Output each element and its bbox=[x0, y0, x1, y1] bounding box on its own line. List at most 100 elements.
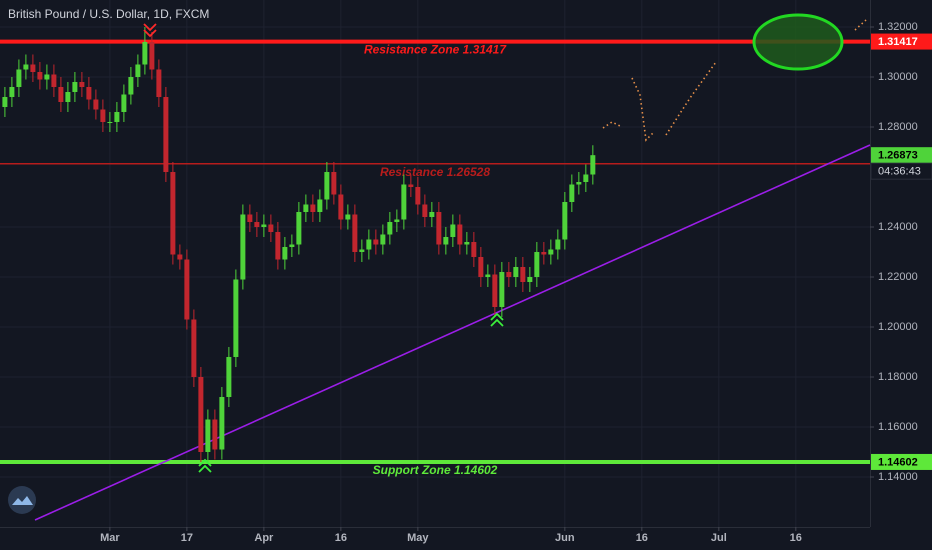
candle-body bbox=[478, 257, 484, 277]
candle-body bbox=[555, 239, 561, 250]
candle-body bbox=[583, 174, 589, 182]
x-tick-label: 16 bbox=[335, 532, 347, 544]
x-tick-label: 16 bbox=[636, 532, 648, 544]
level-badge-label: 1.31417 bbox=[878, 36, 918, 48]
level-badge-label: 1.14602 bbox=[878, 456, 918, 468]
candle-body bbox=[408, 184, 414, 187]
logo-icon bbox=[12, 496, 33, 505]
candle-body bbox=[282, 247, 288, 260]
projection-path bbox=[631, 77, 655, 142]
candle-body bbox=[72, 82, 78, 92]
x-tick-label: May bbox=[407, 532, 429, 544]
candle-body bbox=[569, 184, 575, 202]
y-tick-label: 1.16000 bbox=[878, 421, 918, 433]
level-label: Support Zone 1.14602 bbox=[373, 463, 498, 477]
chart-title: British Pound / U.S. Dollar, 1D, FXCM bbox=[8, 7, 209, 21]
candle-body bbox=[513, 267, 519, 277]
x-tick-label: 17 bbox=[181, 532, 193, 544]
level-badge bbox=[871, 33, 932, 50]
candle-body bbox=[499, 272, 505, 307]
candle-body bbox=[275, 232, 281, 260]
candle-body bbox=[16, 69, 22, 87]
target-ellipse bbox=[752, 13, 844, 71]
candle-body bbox=[114, 112, 120, 122]
candle-body bbox=[219, 397, 225, 450]
candle-body bbox=[289, 244, 295, 247]
candle-body bbox=[534, 252, 540, 277]
candle-body bbox=[436, 212, 442, 245]
candle-body bbox=[415, 187, 421, 205]
candle-body bbox=[254, 222, 260, 227]
candle-body bbox=[471, 242, 477, 257]
candle-body bbox=[366, 239, 372, 250]
candle-body bbox=[457, 224, 463, 245]
candle-body bbox=[310, 204, 316, 212]
candle-body bbox=[9, 87, 15, 97]
candle-body bbox=[58, 87, 64, 102]
candle-body bbox=[100, 109, 106, 122]
candle-body bbox=[2, 97, 8, 107]
candle-body bbox=[212, 419, 218, 450]
candle-body bbox=[226, 357, 232, 397]
candle-body bbox=[422, 204, 428, 217]
candle-body bbox=[464, 242, 470, 245]
candle-body bbox=[142, 42, 148, 65]
candle-body bbox=[79, 82, 85, 87]
candle-body bbox=[303, 204, 309, 212]
candle-body bbox=[541, 252, 547, 255]
candle-body bbox=[156, 69, 162, 97]
candle-body bbox=[394, 219, 400, 222]
y-tick-label: 1.28000 bbox=[878, 121, 918, 133]
candle-body bbox=[576, 182, 582, 185]
candle-body bbox=[51, 74, 57, 87]
candle-body bbox=[247, 214, 253, 222]
sell-arrow bbox=[143, 23, 157, 38]
buy-arrow bbox=[198, 312, 504, 473]
candle-body bbox=[443, 237, 449, 245]
level-label: Resistance Zone 1.31417 bbox=[364, 43, 507, 57]
x-tick-label: Jun bbox=[555, 532, 575, 544]
candle-body bbox=[44, 74, 50, 80]
axis: 1.32000 1.30000 1.28000 1.24000 1.22000 1.200… bbox=[100, 21, 932, 544]
last-price-badge-label: 1.26873 bbox=[878, 150, 918, 162]
y-tick-label: 1.30000 bbox=[878, 71, 918, 83]
candle-body bbox=[317, 199, 323, 212]
x-tick-label: Jul bbox=[711, 532, 727, 544]
candle-body bbox=[240, 214, 246, 280]
candle-body bbox=[345, 214, 351, 220]
x-tick-label: 16 bbox=[790, 532, 802, 544]
y-tick-label: 1.18000 bbox=[878, 371, 918, 383]
candles bbox=[2, 27, 596, 462]
y-tick-label: 1.24000 bbox=[878, 221, 918, 233]
candle-body bbox=[492, 274, 498, 307]
candle-body bbox=[520, 267, 526, 282]
candle-body bbox=[177, 254, 183, 260]
candle-body bbox=[338, 194, 344, 220]
last-price-badge bbox=[871, 147, 932, 164]
candle-body bbox=[352, 214, 358, 252]
x-tick-label: Mar bbox=[100, 532, 120, 544]
candle-body bbox=[562, 202, 568, 240]
candle-body bbox=[387, 222, 393, 235]
candle-body bbox=[527, 277, 533, 282]
candle-body bbox=[23, 64, 29, 70]
candle-body bbox=[359, 249, 365, 252]
candle-body bbox=[30, 64, 36, 72]
candle-body bbox=[86, 87, 92, 100]
candle-body bbox=[401, 184, 407, 220]
candle-body bbox=[590, 155, 596, 175]
candle-body bbox=[506, 272, 512, 277]
candle-body bbox=[107, 122, 113, 123]
y-tick-label: 1.14000 bbox=[878, 471, 918, 483]
candle-body bbox=[296, 212, 302, 245]
candle-body bbox=[233, 279, 239, 357]
x-tick-label: Apr bbox=[254, 532, 274, 544]
candle-body bbox=[485, 274, 491, 277]
candle-body bbox=[128, 77, 134, 95]
y-tick-label: 1.20000 bbox=[878, 321, 918, 333]
candle-body bbox=[149, 42, 155, 70]
y-tick-label: 1.32000 bbox=[878, 21, 918, 33]
candle-body bbox=[548, 249, 554, 255]
candle-body bbox=[373, 239, 379, 245]
